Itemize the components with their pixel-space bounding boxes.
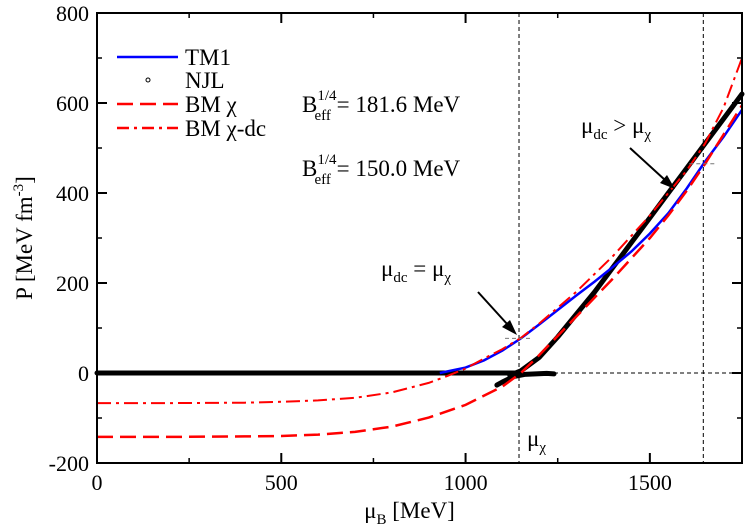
series-layer (94, 57, 745, 439)
annotation-arrowhead-2 (660, 175, 675, 189)
x-axis-title-sub: B (376, 512, 386, 527)
bag-sup: 1/4 (317, 88, 337, 104)
annotation-mid: > μ (608, 113, 645, 138)
annotation-arrowhead-1 (502, 320, 517, 335)
annotation-sub-chi: χ (443, 270, 451, 286)
reference-lines (518, 13, 742, 463)
bag-constant-label-1: B1/4 eff = 150.0 MeV (302, 152, 461, 188)
x-axis-title-unit: [MeV] (387, 498, 455, 523)
x-tick-label: 1500 (628, 470, 672, 495)
legend-bm-dc-label: BM χ-dc (185, 116, 266, 141)
legend-bm--label: BM χ (185, 92, 238, 117)
x-axis-title: μB [MeV] (364, 498, 455, 527)
bag-sup: 1/4 (317, 152, 337, 168)
annotation-mu-dc-equals: μdc = μχ (381, 256, 451, 286)
bag-sub: eff (315, 108, 331, 124)
mu-chi-label: μχ (527, 426, 546, 456)
y-tick-label: 400 (56, 181, 89, 206)
y-tick-label: 200 (56, 271, 89, 296)
series-line-tm1 (439, 109, 744, 375)
bag-prefix: B (302, 92, 317, 117)
bag-value: = 150.0 MeV (331, 156, 461, 181)
series-line-bm-dc (97, 57, 743, 405)
annotation-mid: = μ (408, 256, 445, 281)
annotation-sub-chi: χ (643, 127, 651, 143)
mu-chi-base: μ (527, 426, 539, 451)
x-tick-label: 500 (265, 470, 298, 495)
legend-tm1-label: TM1 (185, 45, 231, 70)
y-tick-label: 0 (78, 361, 89, 386)
x-tick-label: 0 (92, 470, 103, 495)
x-axis-title-mu: μ (364, 498, 376, 523)
bag-prefix: B (302, 156, 317, 181)
legend-njl-marker (145, 77, 151, 83)
y-tick-label: 600 (56, 91, 89, 116)
series-njl-segment-1 (494, 370, 557, 388)
annotation-arrow-1 (477, 291, 509, 326)
bag-constant-label-0: B1/4 eff = 181.6 MeV (302, 88, 461, 124)
x-tick-label: 1000 (444, 470, 488, 495)
annotation-mu: μ (381, 256, 393, 281)
bag-sub: eff (315, 172, 331, 188)
mu-chi-sub: χ (538, 440, 546, 456)
y-axis-title-main: P [MeV fm (12, 196, 37, 300)
y-axis-title-end: ] (12, 176, 37, 184)
series-line-bm- (97, 104, 744, 439)
y-tick-label: 800 (56, 1, 89, 26)
y-tick-label: -200 (49, 451, 89, 476)
annotation-sub-dc: dc (393, 270, 408, 286)
series-njl-segment-2 (507, 91, 745, 378)
annotation-mu: μ (581, 113, 593, 138)
annotation-sub-dc: dc (593, 127, 608, 143)
legend-njl-label: NJL (185, 68, 225, 93)
y-axis-title: P [MeV fm-3] (11, 176, 37, 300)
y-axis-title-sup: -3 (11, 184, 27, 197)
annotation-arrow-2 (629, 147, 666, 181)
annotation-mu-dc-greater: μdc > μχ (581, 113, 651, 143)
bag-value: = 181.6 MeV (331, 92, 461, 117)
